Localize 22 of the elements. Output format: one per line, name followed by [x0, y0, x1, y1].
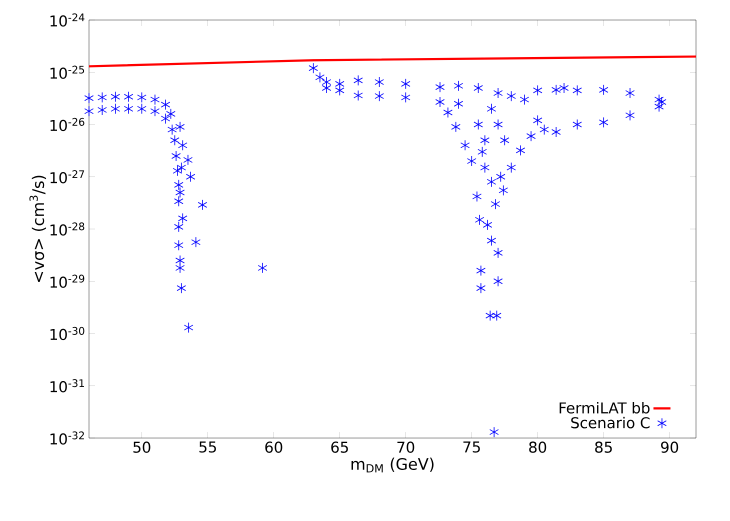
legend-label: Scenario C	[571, 416, 650, 428]
x-tick-label: 85	[595, 442, 612, 453]
x-tick-label: 65	[331, 442, 348, 453]
y-tick-label: 10$^{-30}$	[50, 326, 84, 340]
y-tick-label: 10$^{-28}$	[50, 222, 84, 236]
y-tick-label: 10$^{-31}$	[50, 379, 84, 392]
x-tick-label: 50	[133, 442, 150, 453]
x-tick-label: 80	[529, 442, 546, 453]
y-tick-label: 10$^{-29}$	[50, 274, 84, 288]
x-tick-label: 90	[661, 442, 678, 453]
y-tick-label: 10$^{-32}$	[50, 431, 84, 445]
y-tick-label: 10$^{-24}$	[50, 13, 84, 27]
y-axis-title: <vσ> (cm$^{3}$/s)	[29, 176, 46, 282]
y-tick-label: 10$^{-27}$	[50, 170, 84, 184]
legend-label: FermiLAT bb	[560, 402, 650, 414]
x-axis-title: m$_{DM}$ (GeV)	[352, 458, 434, 472]
x-tick-label: 55	[199, 442, 216, 453]
x-tick-label: 75	[463, 442, 480, 453]
y-tick-label: 10$^{-26}$	[50, 118, 84, 132]
x-tick-label: 70	[397, 442, 414, 453]
y-tick-label: 10$^{-25}$	[50, 66, 84, 79]
x-tick-label: 60	[265, 442, 282, 453]
